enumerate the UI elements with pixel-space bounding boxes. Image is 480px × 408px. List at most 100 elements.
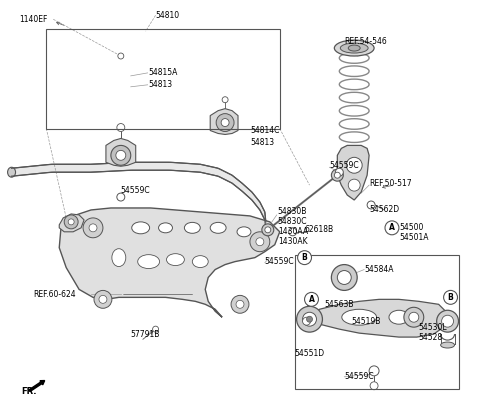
- Circle shape: [262, 224, 274, 236]
- Ellipse shape: [138, 255, 159, 268]
- Text: 1140EF: 1140EF: [19, 15, 48, 24]
- Circle shape: [367, 201, 375, 209]
- Circle shape: [348, 179, 360, 191]
- Circle shape: [302, 312, 316, 326]
- Ellipse shape: [441, 342, 455, 348]
- Text: 57791B: 57791B: [131, 330, 160, 339]
- Text: 54528: 54528: [419, 333, 443, 341]
- Text: 54830C: 54830C: [278, 217, 307, 226]
- FancyArrow shape: [29, 381, 45, 392]
- Circle shape: [444, 290, 457, 304]
- Ellipse shape: [167, 254, 184, 266]
- Circle shape: [336, 168, 343, 176]
- Text: REF.54-546: REF.54-546: [344, 37, 387, 46]
- Text: REF.60-624: REF.60-624: [34, 290, 76, 299]
- Circle shape: [236, 300, 244, 308]
- Bar: [47, 29, 280, 129]
- Text: B: B: [448, 293, 454, 302]
- Circle shape: [117, 193, 125, 201]
- Circle shape: [302, 317, 311, 325]
- Ellipse shape: [8, 167, 15, 177]
- Bar: [295, 255, 458, 389]
- Text: 54501A: 54501A: [399, 233, 429, 242]
- Text: 54559C: 54559C: [329, 161, 359, 170]
- Circle shape: [409, 312, 419, 322]
- Text: 54559C: 54559C: [344, 373, 374, 381]
- Circle shape: [89, 224, 97, 232]
- Circle shape: [370, 382, 378, 390]
- Circle shape: [231, 295, 249, 313]
- Ellipse shape: [112, 249, 126, 266]
- Ellipse shape: [210, 222, 226, 233]
- Text: 54813: 54813: [250, 138, 274, 147]
- Circle shape: [116, 151, 126, 160]
- Text: 54810: 54810: [156, 11, 180, 20]
- Circle shape: [117, 124, 125, 131]
- Text: 54584A: 54584A: [364, 265, 394, 274]
- Circle shape: [437, 310, 458, 332]
- Text: FR.: FR.: [22, 387, 37, 396]
- Polygon shape: [59, 214, 84, 232]
- Text: 62618B: 62618B: [304, 225, 334, 234]
- Text: REF.50-517: REF.50-517: [369, 179, 412, 188]
- Polygon shape: [210, 109, 238, 135]
- Circle shape: [68, 219, 74, 225]
- Ellipse shape: [132, 222, 150, 234]
- Circle shape: [216, 113, 234, 131]
- Text: 54530L: 54530L: [419, 323, 447, 332]
- Ellipse shape: [184, 222, 200, 233]
- Polygon shape: [59, 208, 280, 317]
- Ellipse shape: [340, 43, 368, 53]
- Ellipse shape: [335, 40, 374, 56]
- Ellipse shape: [389, 310, 409, 324]
- Circle shape: [250, 232, 270, 252]
- Circle shape: [297, 306, 323, 332]
- Circle shape: [385, 221, 399, 235]
- Text: 54830B: 54830B: [278, 207, 307, 217]
- Circle shape: [307, 316, 312, 322]
- Polygon shape: [106, 138, 136, 166]
- Ellipse shape: [237, 227, 251, 237]
- Polygon shape: [337, 145, 369, 200]
- Text: 54559C: 54559C: [121, 186, 150, 195]
- Text: 1430AK: 1430AK: [278, 237, 307, 246]
- Circle shape: [64, 215, 78, 229]
- Text: 54815A: 54815A: [149, 69, 178, 78]
- Circle shape: [404, 307, 424, 327]
- Ellipse shape: [342, 309, 377, 325]
- Circle shape: [331, 169, 343, 181]
- Circle shape: [442, 315, 454, 327]
- Text: 1430AA: 1430AA: [278, 227, 308, 236]
- Ellipse shape: [192, 256, 208, 268]
- Text: 54813: 54813: [149, 80, 173, 89]
- Text: 54562D: 54562D: [369, 206, 399, 215]
- Circle shape: [221, 119, 229, 126]
- Text: A: A: [309, 295, 314, 304]
- Circle shape: [288, 228, 297, 236]
- Circle shape: [222, 97, 228, 103]
- Text: 54563B: 54563B: [324, 300, 354, 309]
- Ellipse shape: [348, 45, 360, 51]
- Circle shape: [369, 366, 379, 376]
- Circle shape: [335, 172, 340, 178]
- Text: A: A: [389, 223, 395, 232]
- Text: 54814C: 54814C: [250, 126, 279, 135]
- Circle shape: [298, 251, 312, 264]
- Circle shape: [94, 290, 112, 308]
- Text: 54551D: 54551D: [295, 350, 325, 359]
- Text: 54519B: 54519B: [351, 317, 381, 326]
- Circle shape: [346, 157, 362, 173]
- Circle shape: [331, 264, 357, 290]
- Circle shape: [111, 145, 131, 165]
- Circle shape: [153, 326, 158, 332]
- Circle shape: [99, 295, 107, 303]
- Circle shape: [83, 218, 103, 238]
- Polygon shape: [12, 162, 266, 230]
- Ellipse shape: [158, 223, 172, 233]
- Circle shape: [337, 271, 351, 284]
- Circle shape: [265, 227, 271, 233]
- Polygon shape: [308, 299, 449, 337]
- Text: B: B: [302, 253, 307, 262]
- Circle shape: [118, 53, 124, 59]
- Circle shape: [304, 293, 318, 306]
